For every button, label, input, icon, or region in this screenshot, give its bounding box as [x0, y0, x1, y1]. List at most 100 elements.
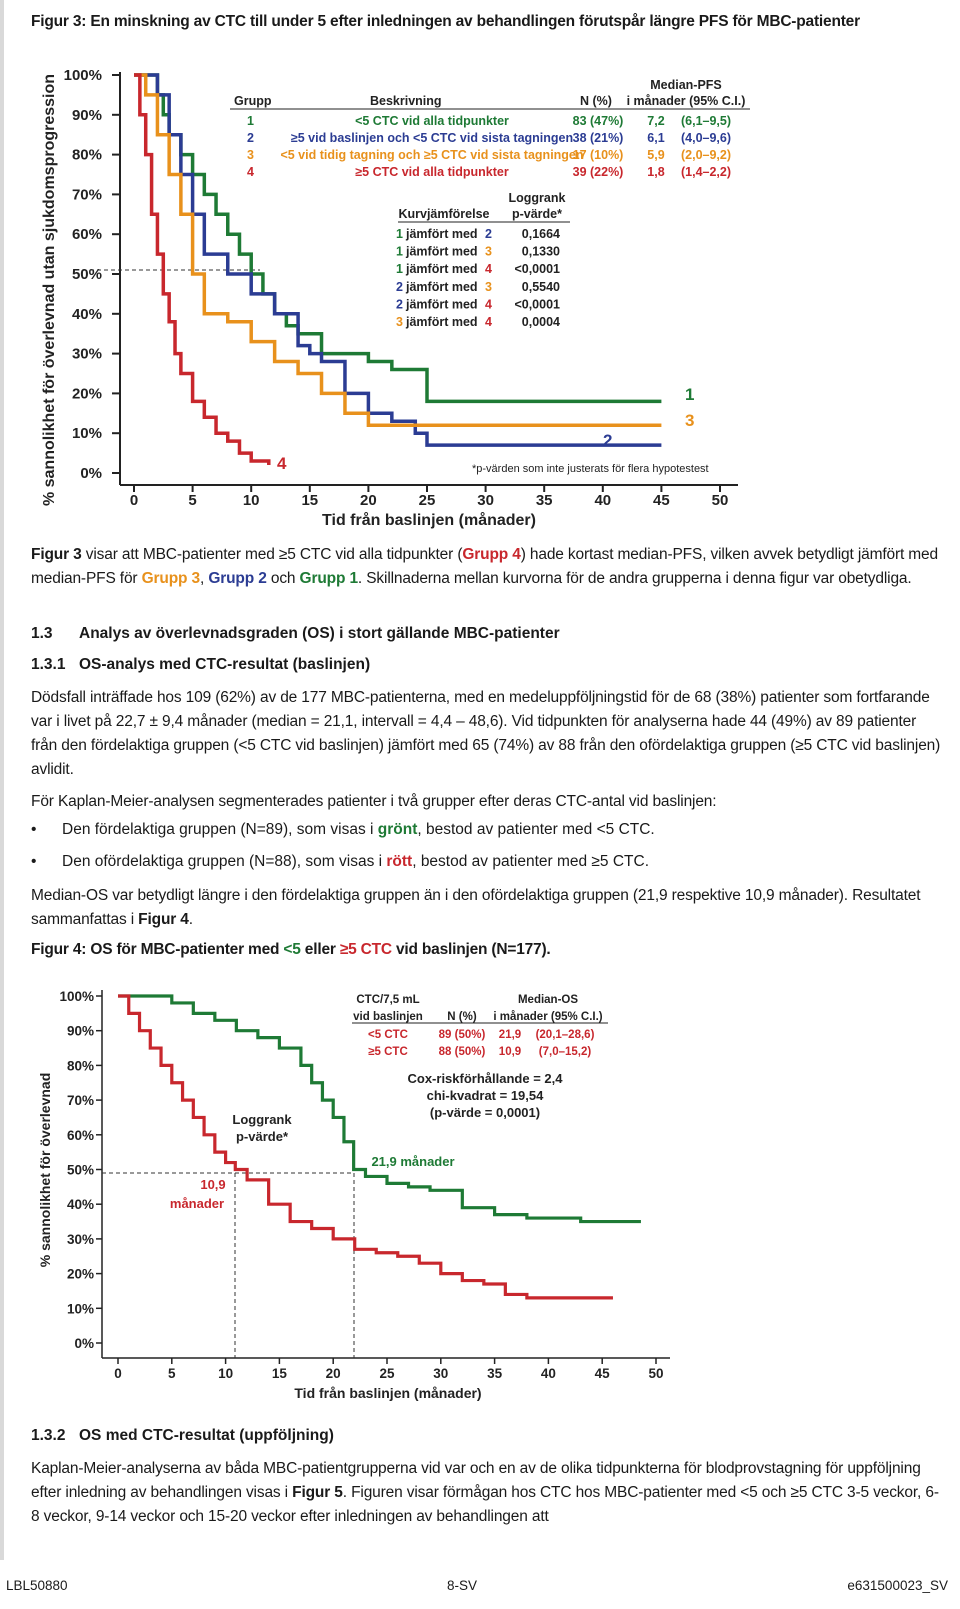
- fig3-curve-grupp-3: [134, 73, 662, 427]
- fig4-ytick-label: 90%: [67, 1024, 94, 1039]
- para4-fig-ref: Figur 4: [138, 911, 189, 928]
- fig3-ytick-label: 40%: [72, 306, 102, 323]
- figure-4-chart: % sannolikhet för överlevnad 100%90%80%7…: [37, 989, 670, 1401]
- fig3-legend-grupp: 3: [247, 148, 254, 162]
- para1-text-1: visar att MBC-patienter med ≥5 CTC vid a…: [81, 546, 463, 563]
- fig4-ytick-label: 30%: [67, 1232, 94, 1247]
- fig4-ytick-label: 100%: [59, 989, 94, 1004]
- para1-text-4: och: [266, 570, 300, 587]
- fig4-legend-h1b: vid baslinjen: [353, 1011, 423, 1023]
- fig4-title-red: ≥5 CTC: [339, 941, 392, 958]
- fig3-logrank-b: 4: [485, 262, 492, 276]
- fig3-logrank-b: 3: [485, 280, 492, 294]
- footer-part-number: e631500023_SV: [847, 1578, 948, 1593]
- fig4-xtick-label: 5: [168, 1366, 176, 1381]
- fig3-ytick-label: 100%: [64, 67, 102, 84]
- fig4-xtick-label: 35: [487, 1366, 503, 1381]
- para5-fig-ref: Figur 5: [292, 1484, 343, 1501]
- fig3-legend-n-header: N (%): [580, 94, 612, 108]
- fig3-ytick-label: 30%: [72, 346, 102, 363]
- fig3-xlabel: Tid från baslinjen (månader): [322, 511, 536, 529]
- fig3-curve-label: 3: [685, 411, 694, 430]
- fig3-xtick-label: 30: [477, 492, 494, 509]
- fig3-logrank-jamfort: jämfört med: [405, 315, 478, 329]
- fig4-legend-h2: N (%): [447, 1011, 477, 1023]
- fig3-logrank-title-1: Loggrank: [509, 191, 566, 205]
- fig3-xtick-label: 50: [712, 492, 729, 509]
- fig4-xtick-label: 40: [541, 1366, 556, 1381]
- fig3-logrank-kurv-header: Kurvjämförelse: [398, 207, 489, 221]
- fig3-legend-median: 7,2: [647, 114, 664, 128]
- fig3-xtick-label: 25: [419, 492, 436, 509]
- fig4-red-median-value: 10,9: [200, 1177, 225, 1192]
- fig3-legend-ci: (2,0–9,2): [681, 148, 731, 162]
- fig4-xtick-label: 15: [272, 1366, 288, 1381]
- paragraph-median-os: Median-OS var betydligt längre i den för…: [31, 884, 941, 932]
- fig3-legend-ci: (6,1–9,5): [681, 114, 731, 128]
- fig4-title-a: Figur 4: OS för MBC-patienter med: [31, 941, 284, 958]
- para1-text-2: ) hade kortast median-PFS, vilken avvek …: [31, 546, 939, 587]
- fig3-logrank-b: 3: [485, 245, 492, 259]
- fig3-logrank-a: 3: [396, 315, 403, 329]
- fig3-logrank-jamfort: jämfört med: [405, 227, 478, 241]
- figure-3-title: Figur 3: En minskning av CTC till under …: [31, 13, 860, 30]
- fig3-curve-grupp-4: [134, 73, 271, 466]
- fig4-cox-line-1: Cox-riskförhållande = 2,4: [408, 1071, 564, 1086]
- fig4-legend-n: 89 (50%): [439, 1029, 486, 1041]
- fig4-xtick-label: 30: [433, 1366, 448, 1381]
- fig3-curve-label: 2: [603, 431, 612, 450]
- fig3-ytick-label: 70%: [72, 186, 102, 203]
- fig4-xtick-label: 50: [648, 1366, 663, 1381]
- bullet-dot: •: [31, 821, 37, 838]
- para1-fig-ref: Figur 3: [31, 546, 82, 563]
- fig3-xtick-label: 5: [188, 492, 196, 509]
- fig4-ytick-label: 50%: [67, 1163, 94, 1178]
- bullet-dot: •: [31, 853, 37, 870]
- fig4-logrank-line-2: p-värde*: [236, 1129, 289, 1144]
- fig4-green-median-label: 21,9 månader: [371, 1154, 454, 1169]
- bullet2-text-a: Den ofördelaktiga gruppen (N=88), som vi…: [62, 853, 387, 870]
- fig3-legend-n: 39 (22%): [573, 165, 624, 179]
- fig3-legend-median: 1,8: [647, 165, 664, 179]
- heading-1-3-number: 1.3: [31, 625, 53, 642]
- fig3-ytick-label: 50%: [72, 266, 102, 283]
- bullet2-text-c: , bestod av patienter med ≥5 CTC.: [412, 853, 650, 870]
- fig3-ytick-label: 20%: [72, 385, 102, 402]
- heading-1-3-1-number: 1.3.1: [31, 656, 66, 673]
- fig4-legend-h3a: Median-OS: [518, 994, 578, 1006]
- fig3-logrank-jamfort: jämfört med: [405, 245, 478, 259]
- footer-page-number: 8-SV: [447, 1578, 478, 1593]
- fig3-xtick-label: 15: [301, 492, 318, 509]
- fig3-logrank-p: 0,1330: [522, 245, 560, 259]
- fig3-logrank-a: 2: [396, 297, 403, 311]
- fig3-logrank-a: 2: [396, 280, 403, 294]
- fig4-curve-under-5-ctc: [118, 994, 641, 1224]
- fig3-legend-beskrivning-header: Beskrivning: [370, 94, 442, 108]
- fig4-red-median-unit: månader: [170, 1196, 224, 1211]
- fig3-curve-grupp-2: [134, 73, 662, 447]
- fig3-logrank-b: 4: [485, 297, 492, 311]
- fig3-ytick-label: 60%: [72, 226, 102, 243]
- fig4-ytick-label: 60%: [67, 1128, 94, 1143]
- fig3-logrank-p: 0,5540: [522, 280, 560, 294]
- fig4-xtick-label: 10: [218, 1366, 233, 1381]
- fig4-legend-h1a: CTC/7,5 mL: [356, 994, 419, 1006]
- bullet1-text-a: Den fördelaktiga gruppen (N=89), som vis…: [62, 821, 378, 838]
- fig3-legend-grupp-header: Grupp: [234, 94, 272, 108]
- paragraph-kaplan-meier: För Kaplan-Meier-analysen segmenterades …: [31, 793, 717, 810]
- fig3-logrank-title-2: p-värde*: [512, 207, 562, 221]
- heading-1-3-2: 1.3.2 OS med CTC-resultat (uppföljning): [31, 1427, 334, 1445]
- para4-text-c: .: [188, 911, 193, 928]
- fig3-legend-n: 17 (10%): [573, 148, 624, 162]
- fig4-legend-grp: ≥5 CTC: [368, 1046, 408, 1058]
- fig3-legend-beskrivning: <5 CTC vid alla tidpunkter: [355, 114, 509, 128]
- fig4-xtick-label: 25: [379, 1366, 395, 1381]
- para1-text-5: . Skillnaderna mellan kurvorna för de an…: [357, 570, 912, 587]
- fig4-xtick-label: 0: [114, 1366, 122, 1381]
- fig4-ytick-label: 80%: [67, 1058, 94, 1073]
- fig3-logrank-p: 0,1664: [522, 227, 560, 241]
- para1-grupp1: Grupp 1: [299, 570, 359, 587]
- fig3-ytick-label: 10%: [72, 425, 102, 442]
- fig3-ytick-label: 90%: [72, 107, 102, 124]
- fig4-xtick-label: 45: [595, 1366, 611, 1381]
